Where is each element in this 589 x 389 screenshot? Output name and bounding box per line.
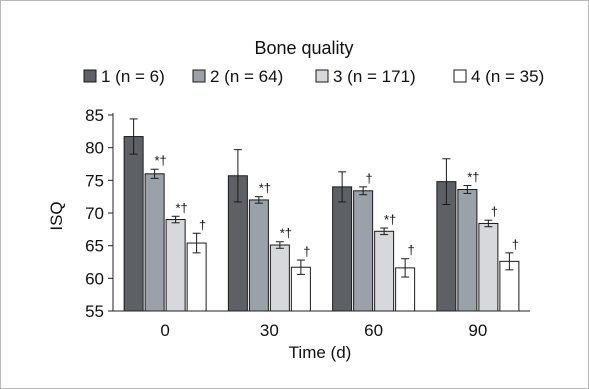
x-tick-label: 60: [364, 321, 383, 340]
bar: [332, 186, 353, 312]
bar: [478, 222, 499, 312]
significance-marker: †: [408, 243, 415, 258]
legend-label: 3 (n = 171): [333, 67, 416, 86]
y-axis: 55 60 65 70 75 80 85: [85, 106, 114, 321]
x-axis: 0 30 60 90: [113, 310, 530, 340]
significance-marker: †: [303, 244, 310, 259]
significance-marker: †: [199, 217, 206, 232]
y-tick-label: 85: [85, 106, 104, 125]
significance-marker: *†: [154, 153, 166, 168]
legend-swatch: [83, 69, 97, 83]
y-tick-label: 55: [85, 302, 104, 321]
significance-marker: *†: [384, 212, 396, 227]
bar: [374, 230, 395, 312]
chart-title: Bone quality: [254, 38, 353, 58]
bar: [123, 136, 144, 312]
legend: 1 (n = 6) 2 (n = 64) 3 (n = 171) 4 (n = 35): [83, 67, 544, 86]
significance-marker: *†: [259, 181, 271, 196]
legend-label: 1 (n = 6): [101, 67, 165, 86]
legend-swatch: [315, 69, 329, 83]
y-tick-label: 75: [85, 171, 104, 190]
x-tick-label: 90: [468, 321, 487, 340]
bar: [457, 188, 478, 312]
bar: [248, 199, 269, 312]
x-tick-label: 0: [160, 321, 169, 340]
y-tick-label: 65: [85, 237, 104, 256]
bar: [144, 173, 165, 312]
x-tick-label: 30: [260, 321, 279, 340]
plot-area: *† *† † *† *† † † *† † *† † †: [123, 118, 520, 312]
legend-label: 2 (n = 64): [210, 67, 283, 86]
legend-swatch: [192, 69, 206, 83]
significance-marker: †: [491, 204, 498, 219]
y-tick-label: 70: [85, 204, 104, 223]
significance-marker: †: [366, 171, 373, 186]
y-tick-label: 80: [85, 139, 104, 158]
significance-marker: *†: [280, 226, 292, 241]
significance-marker: *†: [175, 200, 187, 215]
y-axis-title: ISQ: [47, 201, 66, 230]
y-tick-label: 60: [85, 269, 104, 288]
significance-marker: *†: [467, 170, 479, 185]
legend-swatch: [453, 69, 467, 83]
bar: [165, 219, 186, 312]
legend-label: 4 (n = 35): [471, 67, 544, 86]
significance-marker: †: [512, 237, 519, 252]
bar: [269, 244, 290, 312]
bar: [353, 190, 374, 312]
x-axis-title: Time (d): [289, 343, 352, 362]
